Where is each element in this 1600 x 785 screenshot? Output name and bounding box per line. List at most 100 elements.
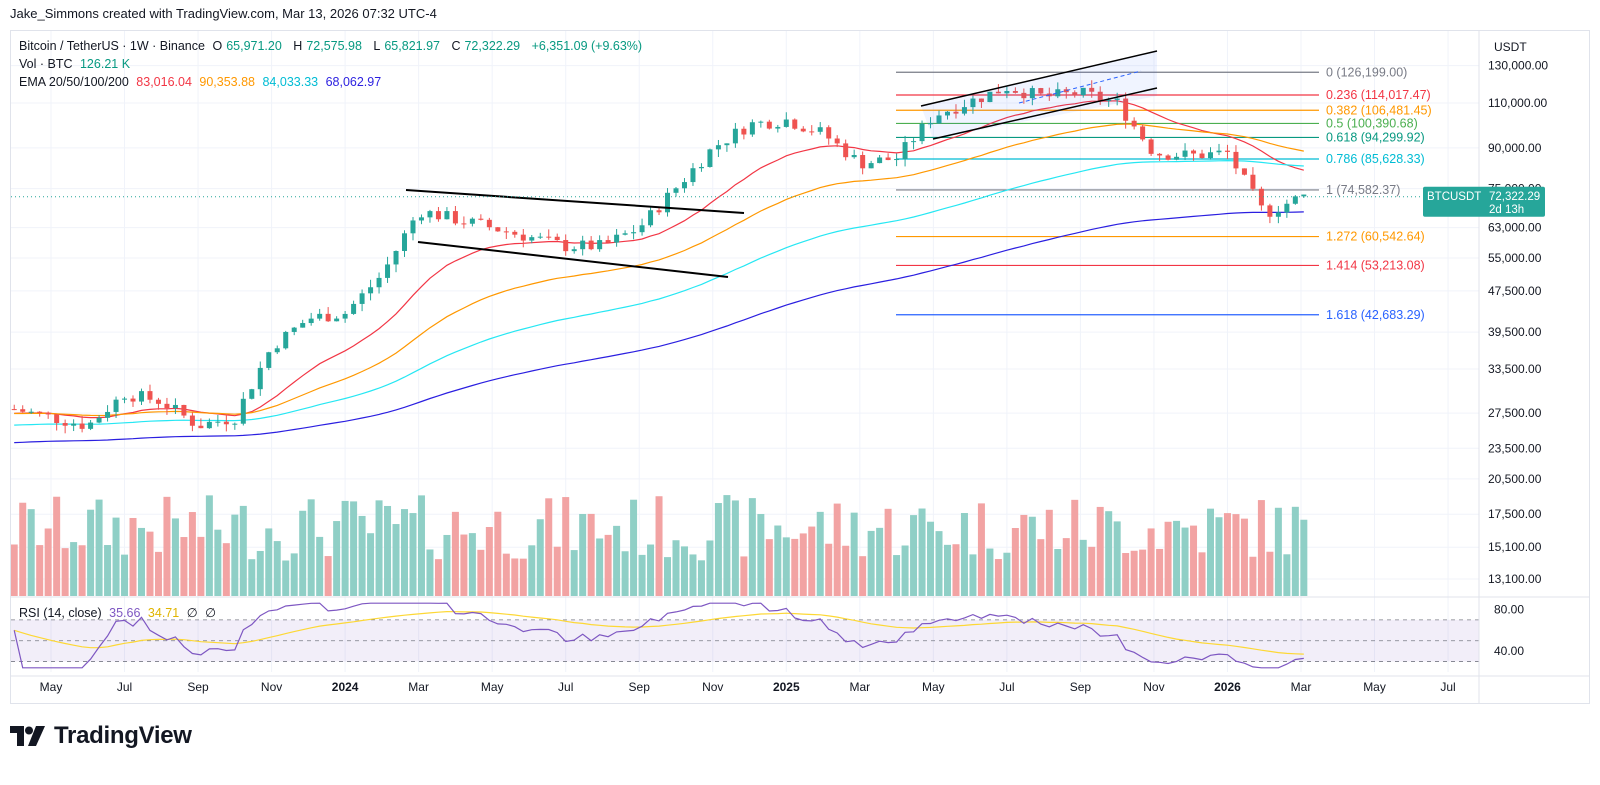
volume-bar — [859, 556, 867, 596]
hidden-icon[interactable]: ∅ — [186, 606, 198, 620]
fib-level-label: 1 (74,582.37) — [1326, 183, 1400, 197]
price-tick-label: 17,500.00 — [1488, 507, 1542, 521]
candle-body — [215, 421, 221, 423]
ohlc-close: C 72,322.29 — [451, 39, 521, 53]
volume-bar — [613, 525, 621, 596]
volume-bar — [969, 554, 977, 596]
price-tag-countdown: 2d 13h — [1489, 204, 1524, 216]
candle-body — [563, 240, 569, 252]
volume-bar — [748, 498, 756, 596]
candle-body — [274, 348, 280, 353]
volume-bar — [1096, 506, 1104, 596]
candle-body — [554, 236, 560, 241]
candle-body — [1258, 188, 1264, 206]
volume-bar — [333, 521, 341, 596]
candle-body — [809, 131, 815, 133]
volume-bar — [384, 505, 392, 596]
candle-body — [452, 211, 458, 224]
lower-channel-line — [417, 241, 729, 278]
price-tick-label: 47,500.00 — [1488, 284, 1542, 298]
candle-body — [71, 423, 77, 426]
candle-body — [698, 166, 704, 169]
candle-body — [96, 417, 102, 423]
candle-body — [665, 192, 671, 213]
volume-legend[interactable]: Vol · BTC 126.21 K — [19, 57, 134, 71]
volume-bar — [884, 508, 892, 596]
candle-body — [961, 107, 967, 114]
candle-body — [622, 233, 628, 235]
volume-bar — [239, 505, 247, 596]
volume-bar — [44, 528, 52, 596]
chart-frame[interactable]: 0 (126,199.00) 0.236 (114,017.47) 0.382 (1… — [10, 30, 1590, 704]
candle-body — [978, 98, 984, 103]
candle-body — [1106, 99, 1112, 101]
candle-body — [817, 127, 823, 132]
volume-bar — [197, 536, 205, 596]
volume-bar — [11, 544, 18, 596]
candle-body — [189, 415, 195, 426]
volume-bar — [316, 536, 324, 596]
time-tick-label: Nov — [702, 680, 723, 694]
volume-bar — [986, 548, 994, 596]
symbol-legend[interactable]: Bitcoin / TetherUS · 1W · Binance O 65,97… — [19, 39, 646, 53]
volume-bar — [1037, 539, 1045, 596]
candle-body — [300, 323, 306, 328]
volume-bar — [714, 503, 722, 596]
candle-body — [105, 411, 111, 418]
volume-bar — [163, 496, 171, 596]
candle-body — [181, 404, 187, 416]
time-tick-label: Jul — [117, 680, 132, 694]
rsi-legend[interactable]: RSI (14, close) 35.66 34.71 ∅ ∅ — [19, 605, 220, 620]
volume-bar — [324, 556, 332, 596]
main-chart[interactable]: 0 (126,199.00) 0.236 (114,017.47)0.382 (1… — [11, 31, 1589, 703]
volume-bar — [401, 509, 409, 596]
candle-body — [597, 240, 603, 250]
rsi-ma-value: 34.71 — [147, 606, 180, 620]
volume-bar — [765, 539, 773, 596]
candle-body — [88, 422, 94, 429]
tradingview-logo-icon — [10, 726, 45, 746]
ema-line-200 — [14, 211, 1304, 444]
candle-body — [503, 231, 509, 233]
volume-bar — [1054, 549, 1062, 596]
candle-body — [334, 318, 340, 322]
candle-body — [1191, 150, 1197, 154]
ohlc-high: H 72,575.98 — [293, 39, 362, 53]
candle-body — [11, 409, 17, 411]
ema100-value: 84,033.33 — [262, 75, 319, 89]
fib-level-label: 0.618 (94,299.92) — [1326, 130, 1425, 144]
volume-bar — [774, 525, 782, 596]
volume-bar — [282, 560, 290, 596]
volume-bar — [146, 531, 154, 596]
candle-body — [1157, 153, 1163, 156]
volume-bar — [434, 559, 442, 596]
candle-body — [1165, 155, 1171, 160]
symbol-title[interactable]: Bitcoin / TetherUS · 1W · Binance — [19, 39, 205, 53]
volume-bar — [1164, 521, 1172, 596]
candlestick-series — [11, 80, 1307, 434]
volume-bar — [477, 549, 485, 596]
volume-bar — [188, 512, 196, 596]
tradingview-logo[interactable]: TradingView — [10, 722, 192, 750]
candle-body — [1089, 87, 1095, 92]
currency-label: USDT — [1494, 40, 1527, 54]
volume-bar — [680, 546, 688, 596]
volume-bar — [528, 545, 536, 596]
candle-body — [631, 232, 637, 234]
candle-body — [418, 217, 424, 221]
volume-bar — [222, 543, 230, 596]
price-tick-label: 27,500.00 — [1488, 406, 1542, 420]
volume-bar — [1300, 519, 1308, 596]
candle-body — [62, 423, 68, 426]
ema-label: EMA 20/50/100/200 — [19, 75, 129, 89]
volume-bar — [638, 554, 646, 596]
volume-bar — [367, 533, 375, 596]
ema-legend[interactable]: EMA 20/50/100/200 83,016.04 90,353.88 84… — [19, 75, 385, 89]
candle-body — [902, 142, 908, 160]
hidden-icon[interactable]: ∅ — [205, 606, 216, 620]
volume-bar — [1130, 550, 1138, 596]
candle-body — [283, 331, 289, 349]
time-tick-label: Mar — [849, 680, 870, 694]
time-tick-label: Sep — [1070, 680, 1092, 694]
price-tag-price: 72,322.29 — [1489, 191, 1540, 203]
